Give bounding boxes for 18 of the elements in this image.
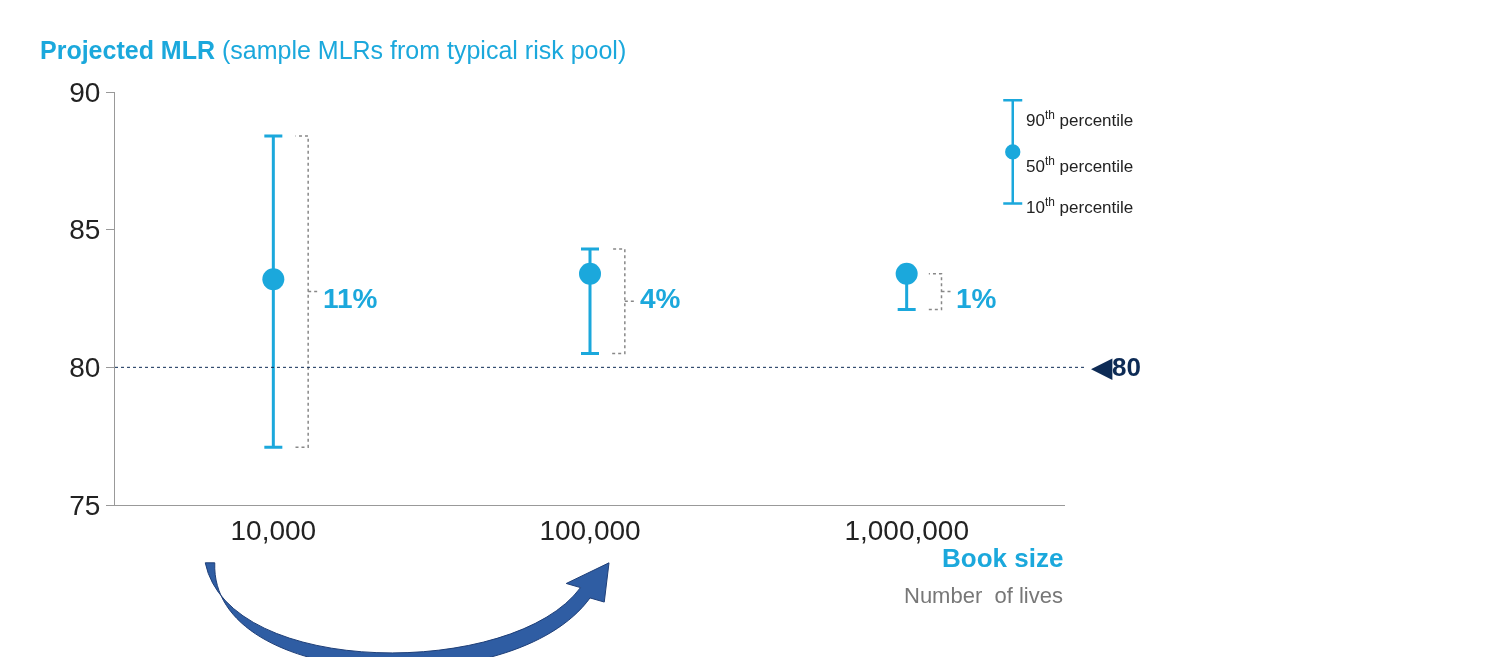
text: Number of lives [904, 583, 1063, 608]
x-axis-title: Book size [942, 543, 1064, 573]
annotation: 90$^{th}$ percentile [1026, 108, 1134, 131]
annotation: 1% [956, 283, 997, 314]
annotation: 4% [640, 283, 681, 314]
x-tick-label: 10,000 [230, 514, 317, 546]
chart-subtitle: (sample MLRs from typical risk pool) [221, 35, 627, 64]
x-tick-label: 1,000,000 [844, 514, 969, 546]
annotation: 10$^{th}$ percentile [1026, 195, 1134, 218]
y-tick-label: 85 [69, 214, 101, 246]
ref-line-label: ◀80 [1091, 352, 1141, 382]
annotation: 50$^{th}$ percentile [1026, 154, 1134, 177]
y-tick-label: 80 [69, 352, 101, 384]
chart-title: Projected MLR [40, 35, 216, 64]
y-tick-label: 75 [69, 489, 101, 521]
annotation: 11% [323, 283, 378, 314]
y-tick-label: 90 [69, 76, 101, 108]
x-tick-label: 100,000 [539, 514, 641, 546]
